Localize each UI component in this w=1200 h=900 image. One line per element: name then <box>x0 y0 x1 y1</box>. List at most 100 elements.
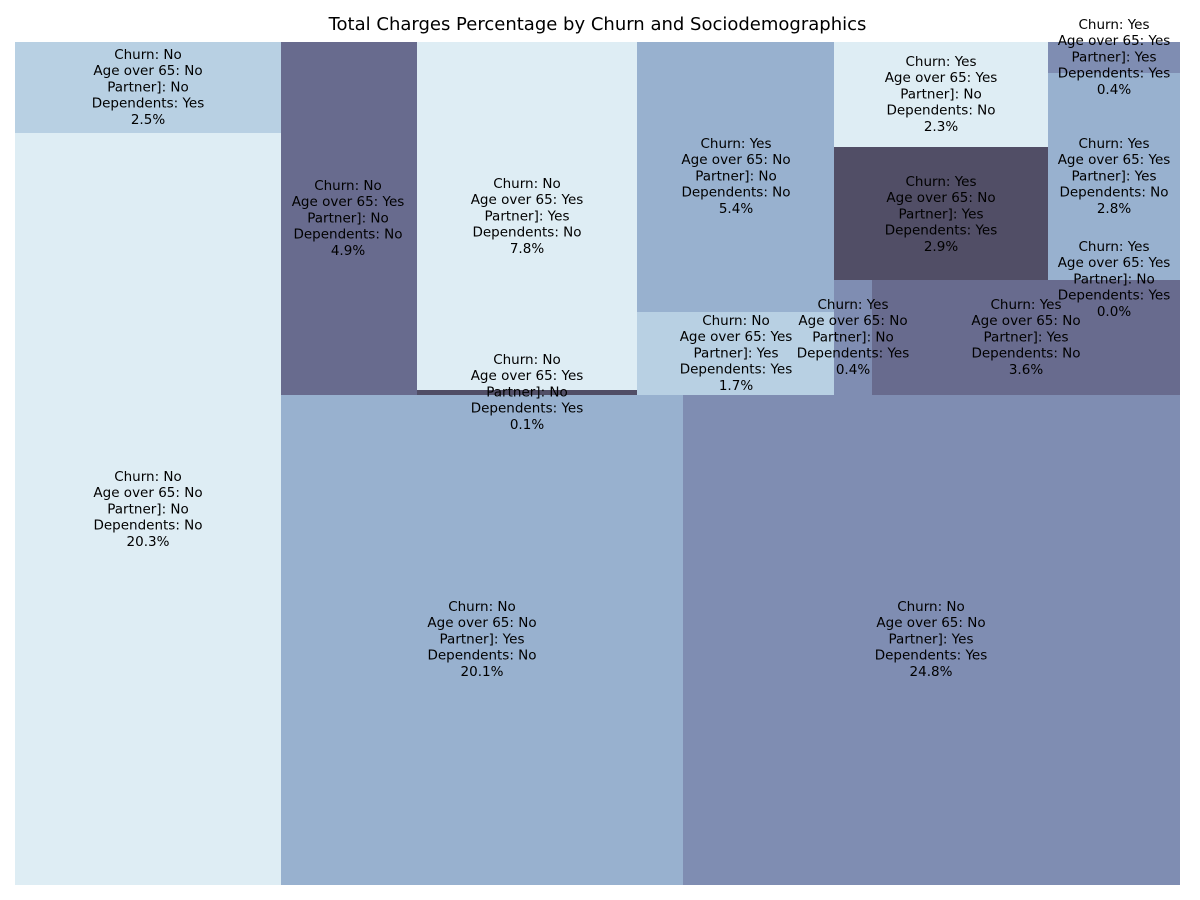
treemap-cell-label-line: Partner]: No <box>900 86 982 102</box>
treemap-cell-label-line: Churn: Yes <box>990 297 1061 313</box>
treemap-cell <box>637 312 834 395</box>
treemap-cell-label: Churn: No Age over 65: No Partner]: Yes Dep… <box>427 599 536 680</box>
treemap-cell <box>281 42 417 395</box>
treemap-cell-label-line: Age over 65: No <box>886 190 995 206</box>
treemap-cell-label: Churn: No Age over 65: Yes Partner]: Yes De… <box>471 176 584 257</box>
treemap-cell-label-line: 24.8% <box>910 664 953 680</box>
treemap-cell-label: Churn: No Age over 65: No Partner]: No Depe… <box>93 469 202 550</box>
treemap-cell-label-line: Partner]: No <box>107 501 189 517</box>
treemap-cell-label-line: Partner]: Yes <box>1072 49 1157 65</box>
treemap-cell-label-line: Age over 65: No <box>798 313 907 329</box>
treemap-cell-label-line: Age over 65: No <box>93 63 202 79</box>
treemap-cell-label-line: Churn: No <box>493 176 561 192</box>
treemap-cell-label-line: Age over 65: No <box>427 615 536 631</box>
treemap-cell-label-line: Churn: Yes <box>817 297 888 313</box>
treemap-cell-label-line: Dependents: Yes <box>1058 66 1171 82</box>
treemap-cell-label-line: Partner]: Yes <box>440 631 525 647</box>
treemap-cell-label-line: 0.4% <box>836 362 870 378</box>
chart-title: Total Charges Percentage by Churn and So… <box>328 14 867 35</box>
treemap-cell-label-line: Churn: Yes <box>905 174 976 190</box>
treemap-cell-label: Churn: Yes Age over 65: Yes Partner]: Yes D… <box>1058 17 1171 98</box>
treemap-cell-label-line: Churn: No <box>493 352 561 368</box>
treemap-cell-label-line: Dependents: No <box>971 346 1080 362</box>
treemap-cell-label-line: 3.6% <box>1009 362 1043 378</box>
treemap-cell-label-line: Churn: Yes <box>1078 239 1149 255</box>
treemap-cell-label-line: Age over 65: Yes <box>680 329 793 345</box>
treemap-cell-label-line: Churn: No <box>702 313 770 329</box>
treemap-cell-label: Churn: Yes Age over 65: Yes Partner]: Yes D… <box>1058 136 1171 217</box>
treemap-cell-label-line: 20.3% <box>127 534 170 550</box>
treemap-cell-label-line: Partner]: No <box>812 329 894 345</box>
treemap-cell-label: Churn: No Age over 65: Yes Partner]: No Dep… <box>292 178 405 259</box>
treemap-cell-label: Churn: No Age over 65: No Partner]: No Depe… <box>92 47 205 128</box>
treemap-cell-label-line: Churn: Yes <box>700 136 771 152</box>
treemap-cell-label-line: 1.7% <box>719 378 753 394</box>
treemap-cell-label: Churn: No Age over 65: No Partner]: Yes Dep… <box>875 599 988 680</box>
treemap-cell-label-line: Age over 65: No <box>93 485 202 501</box>
treemap-cell-label-line: 2.5% <box>131 112 165 128</box>
treemap-cell-label-line: 0.1% <box>510 417 544 433</box>
treemap-cell-label-line: Age over 65: No <box>681 152 790 168</box>
treemap-cell-label-line: Churn: No <box>314 178 382 194</box>
treemap-cell-label-line: 7.8% <box>510 241 544 257</box>
treemap-cell <box>417 42 637 390</box>
treemap-cell-label-line: Churn: No <box>897 599 965 615</box>
treemap-cell-label-line: Partner]: No <box>1073 271 1155 287</box>
treemap-cell-label-line: 5.4% <box>719 201 753 217</box>
treemap-cell-label-line: Dependents: Yes <box>471 401 584 417</box>
treemap-labels: Churn: No Age over 65: No Partner]: No Depe… <box>92 17 1171 680</box>
treemap-cell-label-line: Dependents: No <box>472 225 581 241</box>
treemap-cell-label-line: Partner]: No <box>486 384 568 400</box>
treemap-cell-label-line: Dependents: Yes <box>92 96 205 112</box>
treemap-cell-label-line: Churn: No <box>448 599 516 615</box>
treemap-cell-label-line: Dependents: No <box>293 227 402 243</box>
treemap-cell-label-line: Partner]: Yes <box>1072 168 1157 184</box>
treemap-cell <box>1048 207 1180 280</box>
treemap-cell-label-line: Age over 65: Yes <box>292 194 405 210</box>
treemap-cell-label: Churn: Yes Age over 65: No Partner]: Yes De… <box>971 297 1080 378</box>
treemap-cell-label-line: Partner]: No <box>695 168 777 184</box>
treemap-cell-label-line: Age over 65: Yes <box>1058 33 1171 49</box>
treemap-cell-label-line: Age over 65: Yes <box>471 192 584 208</box>
treemap-cell <box>637 42 834 312</box>
treemap-cell-label-line: Churn: No <box>114 469 182 485</box>
treemap-cell-label-line: 2.9% <box>924 239 958 255</box>
treemap-cell-label: Churn: Yes Age over 65: Yes Partner]: No De… <box>885 54 998 135</box>
treemap-cell-label-line: Dependents: No <box>886 103 995 119</box>
treemap-cell-label-line: Partner]: Yes <box>984 329 1069 345</box>
treemap-cell-label-line: Dependents: Yes <box>885 223 998 239</box>
treemap-cell-label: Churn: No Age over 65: Yes Partner]: No Dep… <box>471 352 584 433</box>
treemap-cell-label-line: Dependents: No <box>681 185 790 201</box>
treemap-cell <box>1048 73 1180 207</box>
treemap-cell-label-line: Age over 65: Yes <box>1058 152 1171 168</box>
treemap-cell <box>834 147 1048 280</box>
treemap-cell-label-line: Partner]: Yes <box>889 631 974 647</box>
treemap-cell-label: Churn: Yes Age over 65: Yes Partner]: No De… <box>1058 239 1171 320</box>
treemap-cell-label-line: Partner]: No <box>107 79 189 95</box>
treemap-cell-label-line: Dependents: No <box>427 648 536 664</box>
treemap-cell-label: Churn: Yes Age over 65: No Partner]: No Dep… <box>681 136 790 217</box>
treemap-cell-label-line: Age over 65: Yes <box>1058 255 1171 271</box>
treemap-cell-label: Churn: No Age over 65: Yes Partner]: Yes De… <box>680 313 793 394</box>
treemap-cell-label-line: 0.4% <box>1097 82 1131 98</box>
treemap-cell-label-line: Age over 65: Yes <box>885 70 998 86</box>
treemap-cell-label-line: 2.8% <box>1097 201 1131 217</box>
treemap-cell-label-line: 20.1% <box>461 664 504 680</box>
treemap-cell-label-line: Partner]: No <box>307 210 389 226</box>
treemap-cell <box>417 390 637 395</box>
treemap-cell-label-line: Churn: Yes <box>1078 17 1149 33</box>
treemap-cell <box>15 133 281 885</box>
treemap-cell <box>15 42 281 133</box>
treemap-cell-label-line: Churn: No <box>114 47 182 63</box>
treemap-cell-label-line: Churn: Yes <box>1078 136 1149 152</box>
treemap-cell-label-line: Dependents: No <box>1059 185 1168 201</box>
treemap-cell-label-line: Partner]: Yes <box>694 345 779 361</box>
treemap-cell-label-line: Dependents: Yes <box>1058 288 1171 304</box>
treemap-cell <box>683 395 1180 885</box>
treemap-cell-label-line: Dependents: Yes <box>875 648 988 664</box>
treemap-cell-label-line: Dependents: Yes <box>680 362 793 378</box>
treemap-cell <box>1048 42 1180 73</box>
treemap-cell <box>834 42 1048 147</box>
treemap-cell-label-line: Partner]: Yes <box>899 206 984 222</box>
treemap-cell <box>834 280 872 395</box>
